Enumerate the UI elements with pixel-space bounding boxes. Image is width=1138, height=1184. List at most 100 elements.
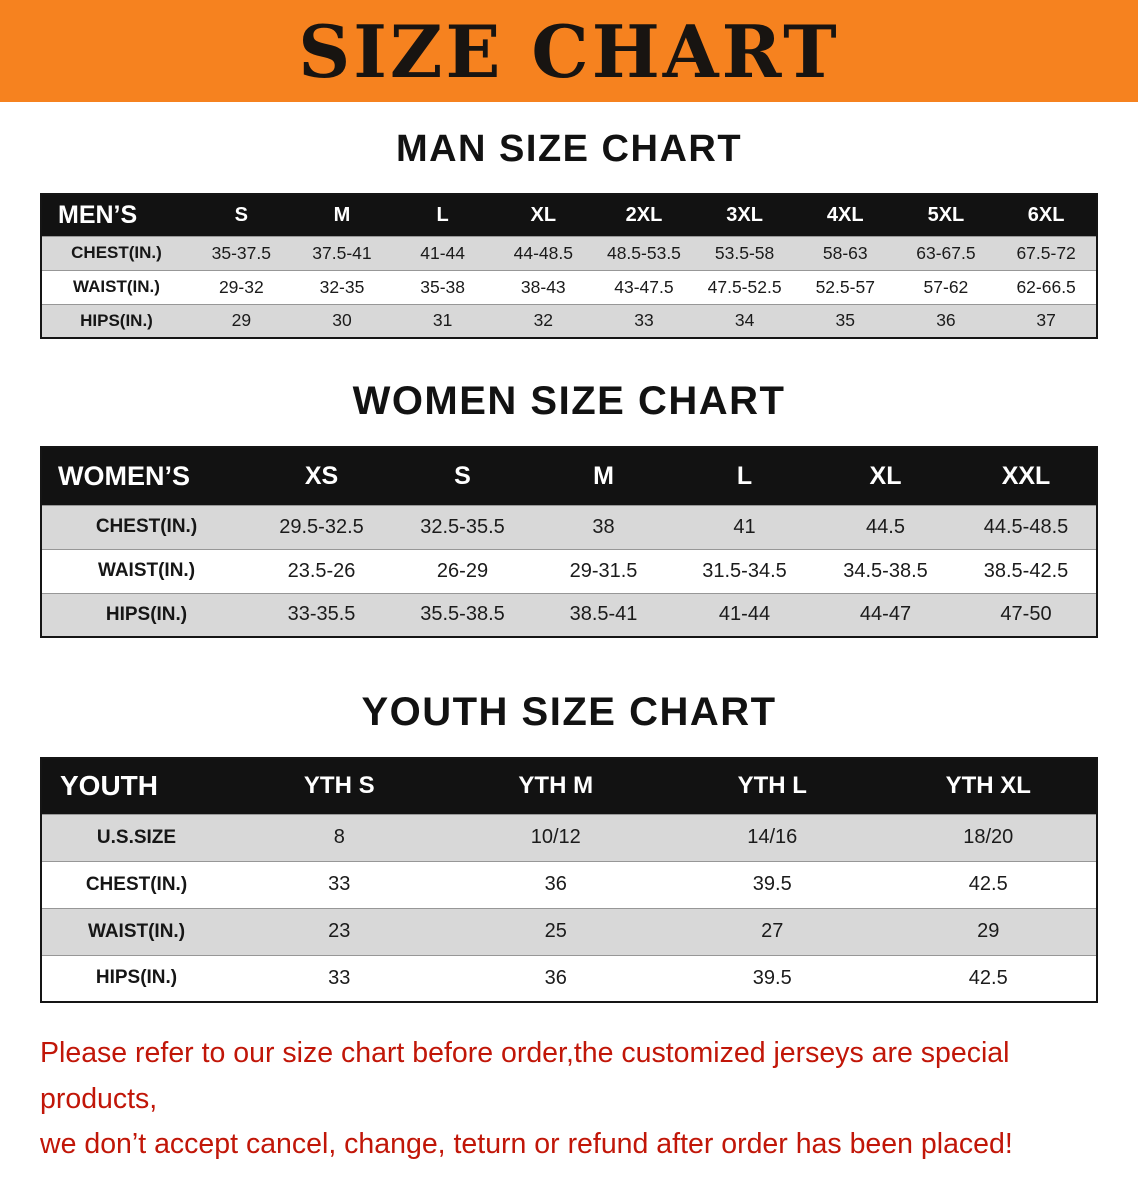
size-value-cell: 42.5 (968, 873, 1008, 895)
size-column-header: L (392, 194, 493, 236)
size-value-cell: 32.5-35.5 (420, 515, 505, 538)
size-value-cell: 62-66.5 (1016, 276, 1076, 297)
row-label: CHEST(IN.) (71, 243, 162, 262)
size-column-header: L (674, 447, 815, 505)
size-value-cell: 32 (533, 310, 554, 331)
size-column-header: S (392, 447, 533, 505)
table-header-row: WOMEN’S XS S M L XL XXL (41, 447, 1097, 505)
size-value-cell: 36 (936, 310, 956, 331)
size-value-cell: 34.5-38.5 (843, 559, 928, 582)
youth-size-table: YOUTH YTH S YTH M YTH L YTH XL U.S.SIZE 8 10/12… (40, 757, 1098, 1003)
size-value-cell: 41 (733, 515, 756, 538)
size-value-cell: 34 (734, 310, 755, 331)
size-value-cell: 25 (544, 920, 567, 942)
size-value-cell: 35-37.5 (211, 242, 271, 263)
size-value-cell: 35-38 (420, 276, 466, 297)
size-value-cell: 57-62 (923, 276, 969, 297)
size-value-cell: 43-47.5 (614, 276, 674, 297)
table-row: WAIST(IN.) 23 25 27 29 (41, 908, 1097, 955)
size-value-cell: 29.5-32.5 (279, 515, 364, 538)
size-value-cell: 39.5 (752, 873, 792, 895)
size-value-cell: 38.5-42.5 (983, 559, 1069, 582)
size-value-cell: 29 (977, 920, 1000, 942)
size-value-cell: 23.5-26 (287, 559, 356, 582)
size-column-header: YTH XL (880, 758, 1097, 814)
size-value-cell: 36 (544, 966, 567, 989)
size-value-cell: 52.5-57 (815, 276, 875, 297)
size-value-cell: 41-44 (718, 603, 771, 626)
size-chart-banner: SIZE CHART (0, 0, 1138, 102)
size-value-cell: 33 (328, 966, 351, 989)
table-row: HIPS(IN.) 29 30 31 32 33 34 35 36 37 (41, 304, 1097, 338)
size-column-header: XXL (956, 447, 1097, 505)
size-value-cell: 14/16 (747, 826, 798, 848)
size-column-header: 4XL (794, 194, 896, 236)
size-column-header: 5XL (895, 194, 997, 236)
size-value-cell: 37.5-41 (312, 242, 372, 263)
size-value-cell: 47-50 (1000, 603, 1052, 626)
size-value-cell: 53.5-58 (714, 242, 775, 263)
row-label: WAIST(IN.) (73, 277, 160, 296)
table-header-row: MEN’S S M L XL 2XL 3XL 4XL 5XL 6XL (41, 194, 1097, 236)
size-value-cell: 38-43 (520, 276, 566, 297)
row-label: WAIST(IN.) (97, 560, 196, 581)
size-value-cell: 26-29 (436, 559, 489, 582)
size-value-cell: 35.5-38.5 (420, 603, 505, 626)
row-label: CHEST(IN.) (95, 516, 198, 537)
size-column-header: 6XL (996, 194, 1097, 236)
size-value-cell: 33-35.5 (287, 603, 356, 626)
size-value-cell: 37 (1036, 310, 1056, 331)
table-row: CHEST(IN.) 29.5-32.5 32.5-35.5 38 41 44.5 44.5… (41, 505, 1097, 549)
size-value-cell: 39.5 (752, 966, 792, 989)
size-column-header: 3XL (694, 194, 795, 236)
size-value-cell: 33 (328, 873, 351, 895)
table-row: U.S.SIZE 8 10/12 14/16 18/20 (41, 814, 1097, 861)
disclaimer-line-2: we don’t accept cancel, change, teturn o… (40, 1128, 1013, 1161)
size-value-cell: 31.5-34.5 (702, 559, 787, 582)
women-size-chart-section: WOMEN SIZE CHART WOMEN’S XS S M L XL XXL CHEST(… (0, 379, 1138, 638)
table-corner-label: YOUTH (41, 758, 231, 814)
size-value-cell: 36 (544, 873, 567, 895)
men-chart-title: MAN SIZE CHART (395, 128, 743, 170)
row-label: WAIST(IN.) (87, 920, 186, 942)
size-column-header: M (291, 194, 393, 236)
row-label: U.S.SIZE (96, 826, 177, 848)
row-label: HIPS(IN.) (95, 967, 178, 989)
size-value-cell: 33 (634, 310, 654, 331)
size-value-cell: 30 (332, 310, 352, 331)
row-label: HIPS(IN.) (105, 603, 188, 625)
table-row: HIPS(IN.) 33-35.5 35.5-38.5 38.5-41 41-44 44-… (41, 593, 1097, 637)
size-column-header: S (191, 194, 292, 236)
size-value-cell: 32-35 (319, 276, 365, 297)
size-column-header: YTH L (664, 758, 881, 814)
size-value-cell: 44-47 (859, 603, 912, 626)
size-value-cell: 10/12 (530, 826, 581, 848)
table-row: WAIST(IN.) 29-32 32-35 35-38 38-43 43-47.5 47.… (41, 270, 1097, 304)
women-chart-title: WOMEN SIZE CHART (352, 379, 786, 423)
table-row: CHEST(IN.) 35-37.5 37.5-41 41-44 44-48.5 48.5… (41, 236, 1097, 270)
size-column-header: M (533, 447, 674, 505)
size-value-cell: 63-67.5 (916, 242, 976, 263)
youth-chart-title: YOUTH SIZE CHART (361, 690, 777, 734)
size-value-cell: 44.5-48.5 (983, 515, 1069, 538)
size-value-cell: 23 (328, 920, 351, 942)
size-value-cell: 27 (761, 920, 784, 942)
size-value-cell: 38.5-41 (569, 603, 638, 626)
youth-size-chart-section: YOUTH SIZE CHART YOUTH YTH S YTH M YTH L YTH… (0, 690, 1138, 1003)
table-corner-label: MEN’S (41, 194, 191, 236)
size-value-cell: 48.5-53.5 (606, 242, 681, 263)
size-column-header: XS (251, 447, 392, 505)
size-value-cell: 29-31.5 (569, 559, 638, 582)
size-value-cell: 38 (592, 515, 615, 538)
size-column-header: YTH M (447, 758, 664, 814)
size-value-cell: 58-63 (822, 242, 868, 263)
order-disclaimer: Please refer to our size chart before or… (40, 1031, 1118, 1168)
size-column-header: 2XL (593, 194, 695, 236)
table-row: WAIST(IN.) 23.5-26 26-29 29-31.5 31.5-34.5 34… (41, 549, 1097, 593)
size-value-cell: 44.5 (866, 515, 905, 538)
table-row: HIPS(IN.) 33 36 39.5 42.5 (41, 955, 1097, 1002)
size-value-cell: 29 (231, 310, 252, 331)
size-value-cell: 29-32 (218, 276, 264, 297)
table-header-row: YOUTH YTH S YTH M YTH L YTH XL (41, 758, 1097, 814)
size-column-header: XL (815, 447, 956, 505)
